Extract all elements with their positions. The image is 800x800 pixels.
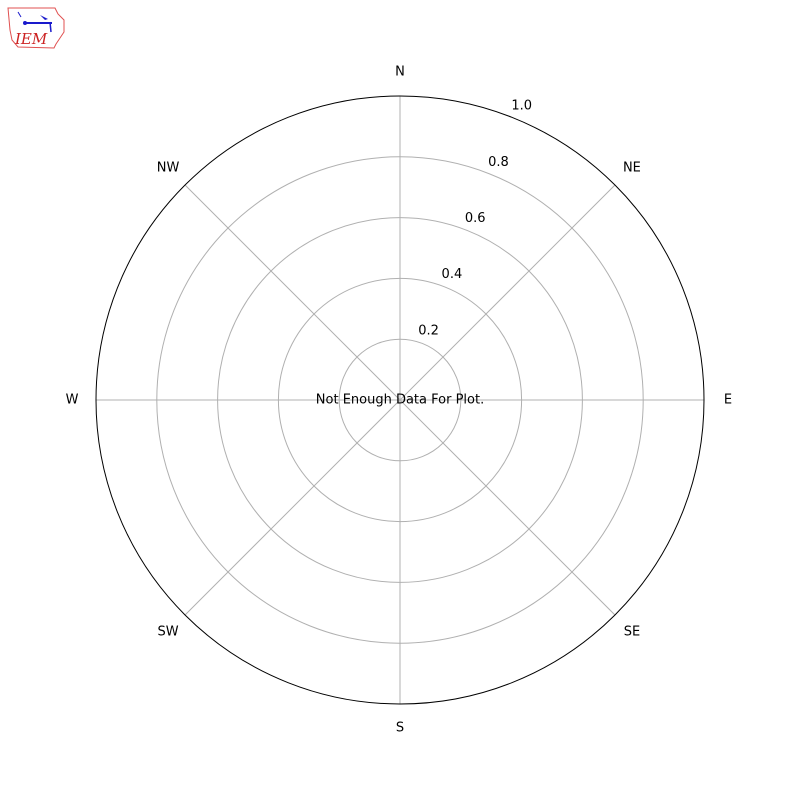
radial-tick-label: 0.6 xyxy=(465,211,486,226)
direction-label: NE xyxy=(623,161,641,176)
angular-gridline xyxy=(399,399,616,616)
iem-logo: IEM xyxy=(7,7,65,49)
direction-label: SE xyxy=(624,624,640,639)
radial-gridline xyxy=(277,277,523,523)
radial-gridline xyxy=(217,217,583,583)
angular-gridline xyxy=(184,399,401,616)
direction-label: SW xyxy=(158,624,179,639)
direction-label: NW xyxy=(157,161,180,176)
direction-label: W xyxy=(66,393,79,408)
radial-tick-label: 0.8 xyxy=(488,155,509,170)
radial-gridline xyxy=(338,338,462,462)
radial-tick-label: 0.4 xyxy=(442,267,463,282)
radial-tick-label: 0.2 xyxy=(418,323,439,338)
angular-gridline xyxy=(399,184,616,401)
direction-label: N xyxy=(395,65,405,80)
polar-outline xyxy=(95,95,705,705)
direction-label: S xyxy=(396,721,404,736)
angular-gridline xyxy=(184,184,401,401)
polar-axes: N NE E SE S SW W NW 0.2 0.4 0.6 0.8 1.0 xyxy=(66,65,733,736)
radial-gridline xyxy=(156,156,644,644)
logo-text: IEM xyxy=(14,30,48,48)
direction-label: E xyxy=(724,393,732,408)
radial-tick-label: 1.0 xyxy=(511,99,532,114)
no-data-annotation: Not Enough Data For Plot. xyxy=(316,393,484,408)
